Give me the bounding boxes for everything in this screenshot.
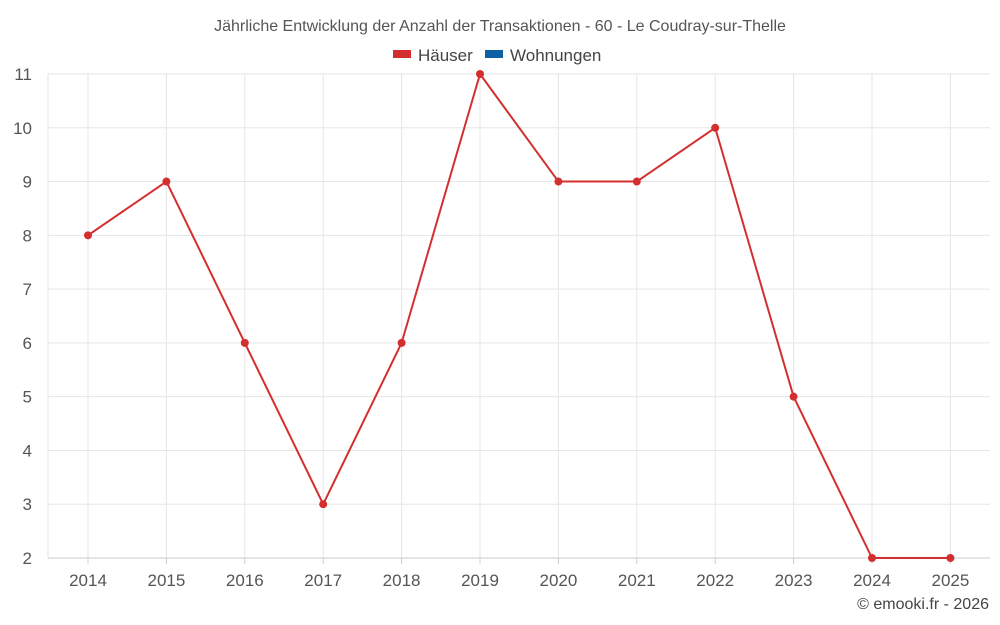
data-point-haeuser[interactable] [946,554,955,562]
legend-label-wohnungen: Wohnungen [510,46,601,65]
x-axis: 2014 2015 2016 2017 2018 2019 2020 2021 2022 2023… [48,557,990,590]
data-point-haeuser[interactable] [711,123,720,132]
x-tick-label: 2022 [696,571,734,590]
y-tick-label: 8 [23,226,32,245]
x-tick-label: 2025 [931,571,969,590]
x-tick-label: 2021 [618,571,656,590]
x-tick-label: 2016 [226,571,264,590]
x-tick-label: 2017 [304,571,342,590]
x-tick-label: 2023 [775,571,813,590]
y-tick-label: 9 [23,173,32,192]
legend: Häuser Wohnungen [393,46,601,65]
data-point-haeuser[interactable] [632,177,641,186]
x-tick-label: 2015 [147,571,185,590]
legend-label-haeuser: Häuser [418,46,473,65]
y-tick-label: 10 [13,119,32,138]
series-line-haeuser [87,73,951,559]
data-point-haeuser[interactable] [319,500,328,509]
legend-item-haeuser[interactable]: Häuser [393,46,473,65]
data-point-haeuser[interactable] [476,70,484,78]
x-tick-label: 2024 [853,571,891,590]
y-tick-label: 7 [23,280,32,299]
chart-title: Jährliche Entwicklung der Anzahl der Tra… [214,18,786,35]
x-tick-label: 2014 [69,571,107,590]
plot-area [84,70,955,562]
y-tick-label: 3 [23,495,32,514]
data-point-haeuser[interactable] [162,177,171,186]
data-point-haeuser[interactable] [240,338,249,347]
y-tick-label: 6 [23,334,32,353]
legend-swatch-haeuser [393,50,411,58]
y-tick-label: 11 [14,65,32,84]
credit-text: © emooki.fr - 2026 [857,596,989,613]
y-tick-label: 2 [23,549,32,568]
y-tick-label: 5 [23,388,32,407]
data-point-haeuser[interactable] [789,392,798,401]
legend-swatch-wohnungen [485,50,503,58]
y-axis: 2 3 4 5 6 7 8 9 10 11 [13,65,49,568]
x-tick-label: 2019 [461,571,499,590]
y-tick-label: 4 [23,441,32,460]
data-point-haeuser[interactable] [84,231,92,240]
x-tick-label: 2020 [539,571,577,590]
data-point-haeuser[interactable] [554,177,563,186]
data-point-haeuser[interactable] [868,554,876,562]
data-point-haeuser[interactable] [397,338,406,347]
gridlines [48,73,990,559]
legend-item-wohnungen[interactable]: Wohnungen [485,46,601,65]
x-tick-label: 2018 [383,571,421,590]
